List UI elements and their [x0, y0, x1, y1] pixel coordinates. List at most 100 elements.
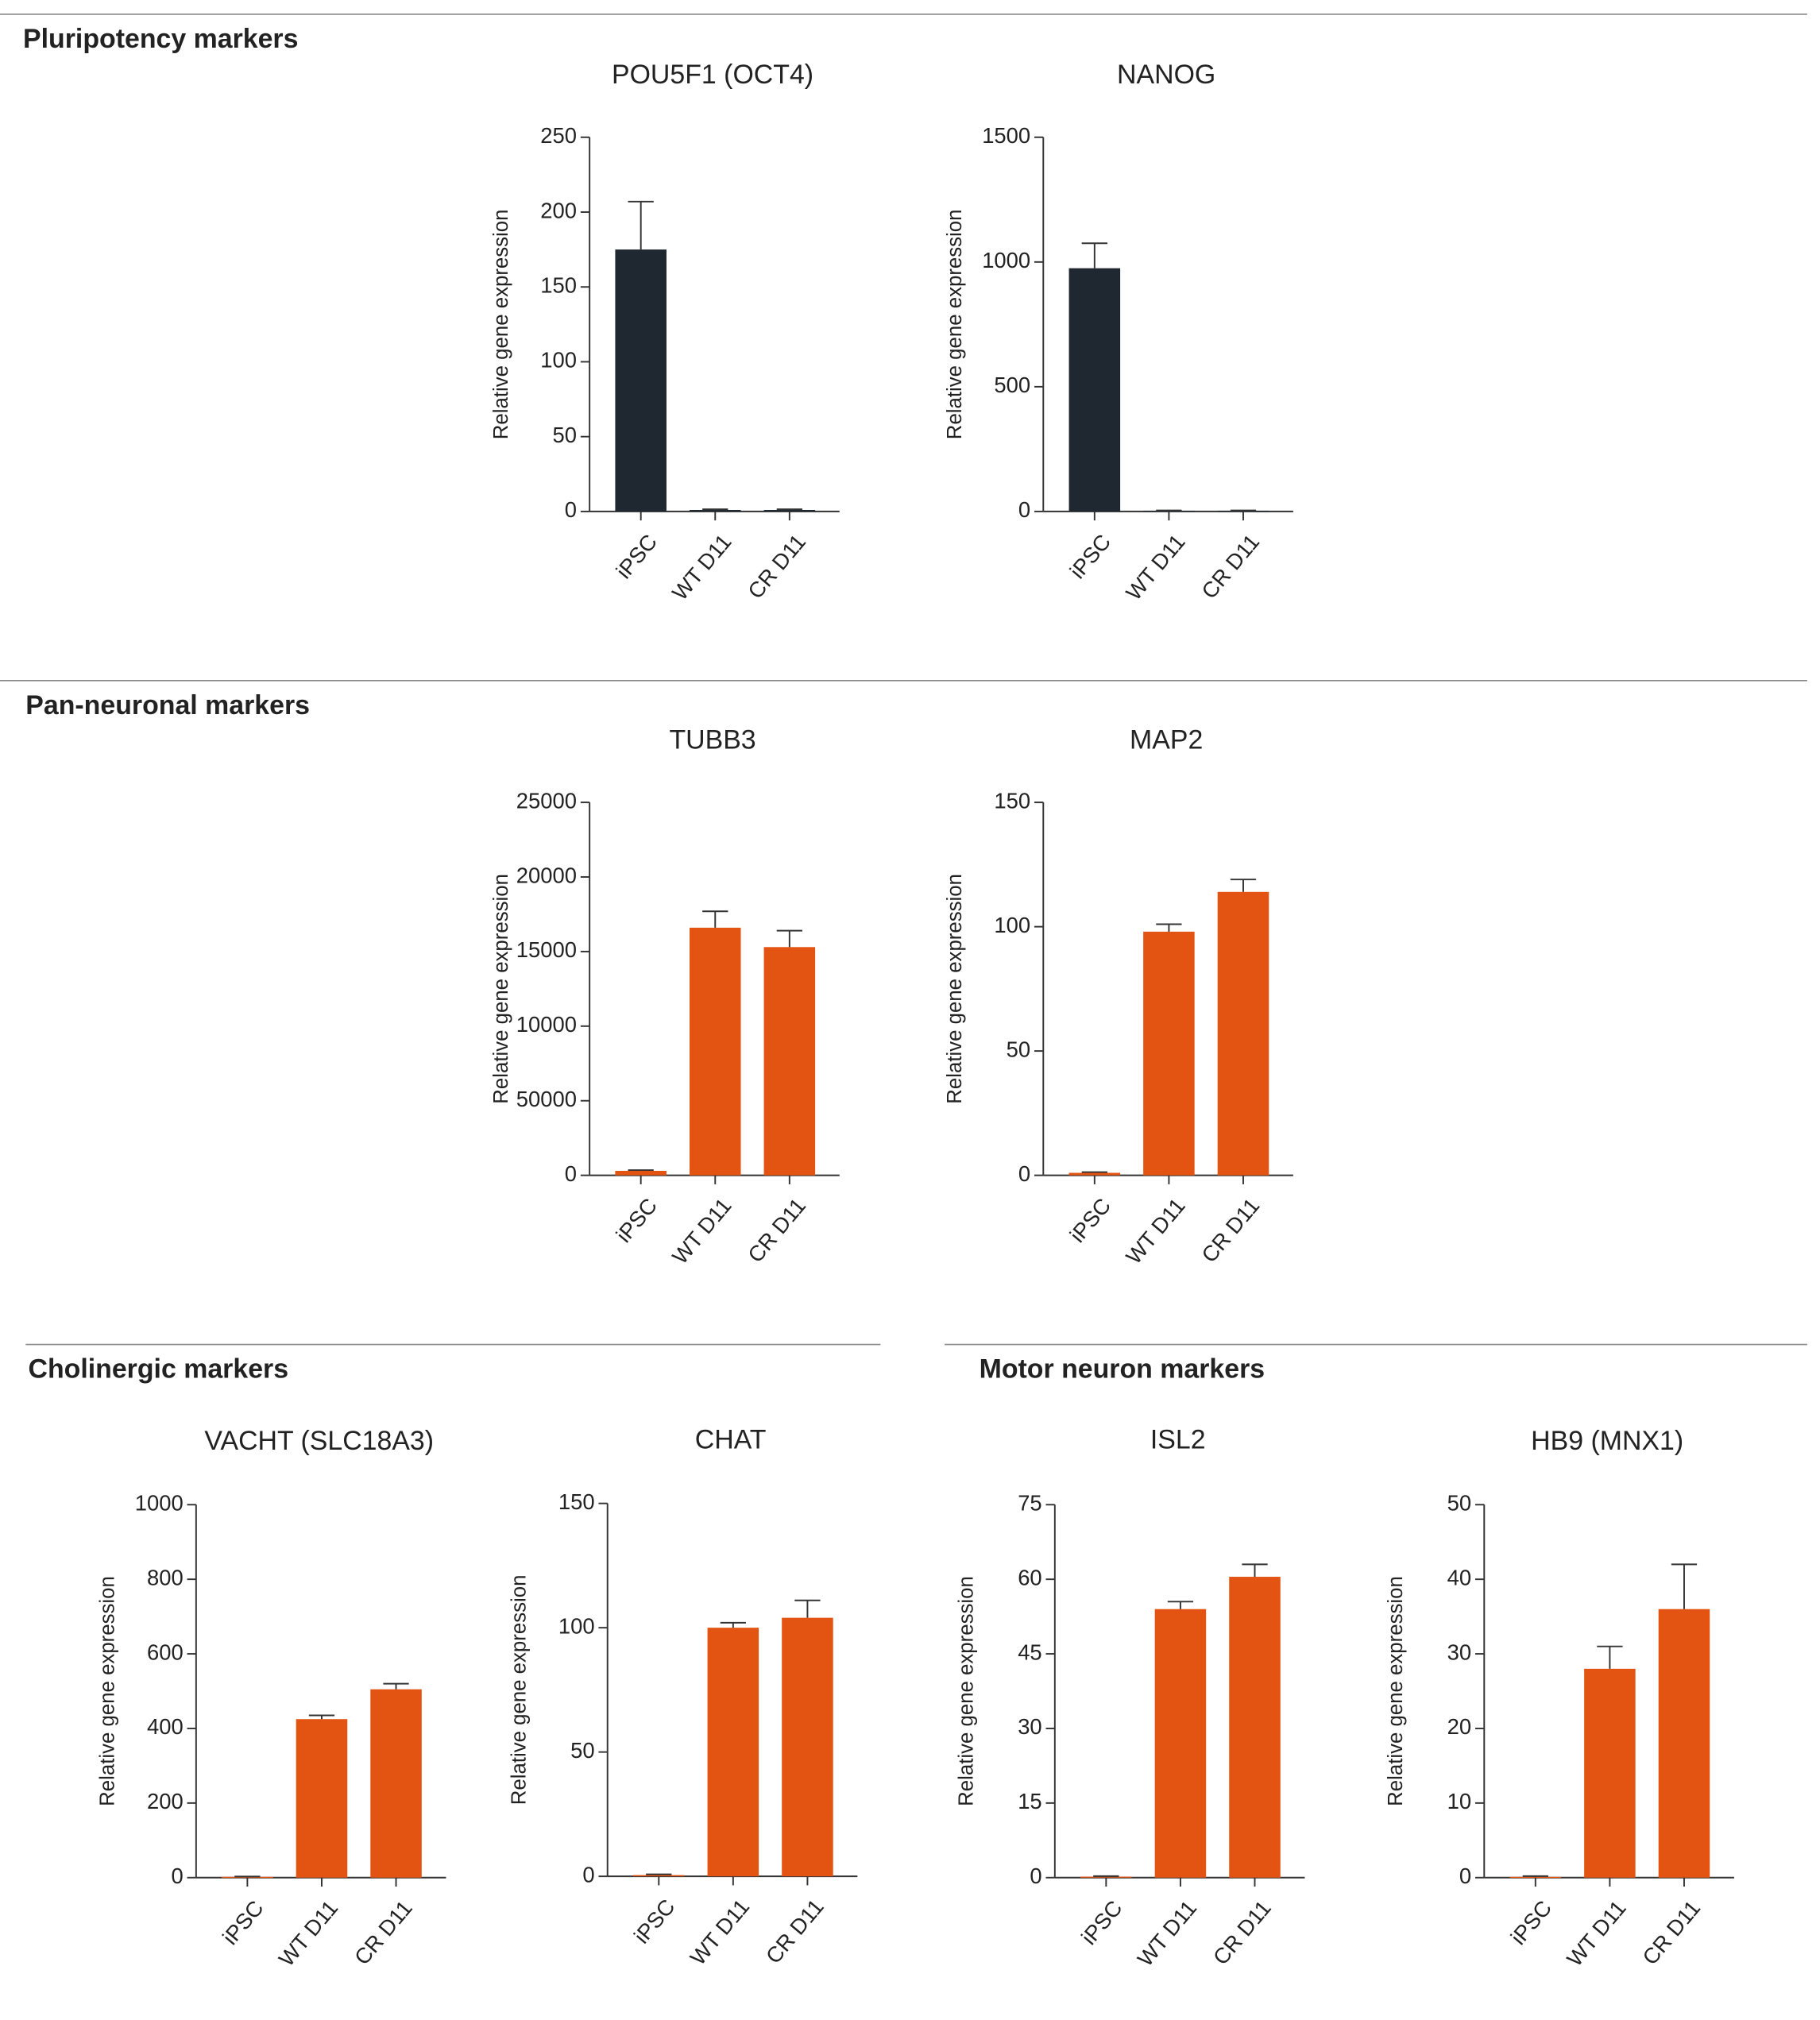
section-title: Pluripotency markers	[23, 24, 298, 54]
bar	[633, 1875, 685, 1877]
bar	[763, 947, 816, 1176]
x-tick-label: iPSC	[1076, 1895, 1127, 1949]
y-tick-label: 200	[147, 1789, 184, 1813]
bar	[1509, 1876, 1562, 1879]
y-tick-label: 50000	[516, 1087, 577, 1111]
y-axis-label: Relative gene expression	[97, 1576, 119, 1806]
y-tick-label: 0	[565, 497, 577, 522]
bar	[222, 1876, 273, 1879]
y-axis-label: Relative gene expression	[944, 209, 966, 439]
y-tick-label: 50	[570, 1738, 594, 1763]
y-tick-label: 250	[540, 123, 577, 148]
bar	[1658, 1609, 1710, 1878]
x-tick-label: WT D11	[1133, 1895, 1202, 1971]
x-tick-label: WT D11	[274, 1895, 343, 1971]
bar	[1080, 1876, 1132, 1878]
y-tick-label: 30	[1018, 1714, 1041, 1739]
bar	[1143, 931, 1195, 1176]
x-tick-label: iPSC	[1065, 529, 1115, 583]
y-tick-label: 150	[540, 272, 577, 297]
bar	[1068, 268, 1121, 512]
chart-title: MAP2	[1130, 724, 1203, 755]
y-tick-label: 20	[1447, 1714, 1471, 1739]
chart-title: POU5F1 (OCT4)	[612, 60, 813, 90]
y-axis-label: Relative gene expression	[508, 1575, 530, 1806]
bar	[1584, 1668, 1636, 1878]
y-tick-label: 0	[171, 1864, 183, 1888]
y-tick-label: 0	[565, 1161, 577, 1186]
x-tick-label: iPSC	[1065, 1193, 1115, 1247]
y-tick-label: 800	[147, 1565, 184, 1589]
x-tick-label: CR D11	[761, 1894, 829, 1968]
x-tick-label: iPSC	[1505, 1895, 1556, 1949]
x-tick-label: WT D11	[667, 1193, 736, 1269]
y-tick-label: 0	[1018, 1161, 1030, 1186]
section-title: Pan-neuronal markers	[25, 690, 310, 720]
y-tick-label: 200	[540, 198, 577, 222]
x-tick-label: CR D11	[1196, 529, 1264, 603]
x-tick-label: CR D11	[743, 529, 810, 603]
y-tick-label: 40	[1447, 1565, 1471, 1589]
x-tick-label: WT D11	[1121, 1193, 1190, 1269]
y-tick-label: 50	[1007, 1037, 1030, 1061]
bar	[1154, 1609, 1207, 1878]
y-tick-label: 150	[558, 1489, 595, 1514]
y-axis-label: Relative gene expression	[944, 874, 966, 1104]
chart-title: HB9 (MNX1)	[1531, 1426, 1683, 1456]
y-tick-label: 0	[1030, 1864, 1041, 1888]
y-tick-label: 0	[1018, 497, 1030, 522]
bar	[763, 510, 816, 512]
x-tick-label: iPSC	[629, 1894, 680, 1949]
y-tick-label: 60	[1018, 1565, 1041, 1589]
x-tick-label: CR D11	[350, 1895, 417, 1969]
x-tick-label: WT D11	[686, 1894, 755, 1970]
bar	[1217, 891, 1269, 1176]
y-tick-label: 1500	[982, 123, 1030, 148]
y-tick-label: 45	[1018, 1640, 1041, 1664]
y-tick-label: 100	[558, 1613, 595, 1638]
y-axis-label: Relative gene expression	[490, 874, 512, 1104]
bar	[1229, 1577, 1281, 1878]
y-tick-label: 1000	[135, 1491, 184, 1516]
bar	[689, 510, 741, 512]
y-tick-label: 15	[1018, 1789, 1041, 1813]
chart-title: NANOG	[1117, 60, 1215, 90]
y-axis-label: Relative gene expression	[1385, 1576, 1407, 1806]
y-tick-label: 15000	[516, 937, 577, 962]
x-tick-label: CR D11	[1208, 1895, 1276, 1969]
x-tick-label: WT D11	[1562, 1895, 1631, 1971]
y-tick-label: 600	[147, 1640, 184, 1664]
bar	[615, 249, 667, 512]
y-tick-label: 100	[994, 913, 1030, 937]
y-tick-label: 20000	[516, 863, 577, 887]
y-tick-label: 1000	[982, 248, 1030, 272]
y-tick-label: 50	[553, 423, 577, 447]
chart-title: TUBB3	[669, 724, 755, 755]
section-title: Motor neuron markers	[980, 1354, 1265, 1385]
y-tick-label: 25000	[516, 788, 577, 813]
bar	[1068, 1172, 1121, 1176]
y-tick-label: 10	[1447, 1789, 1471, 1813]
y-tick-label: 50	[1447, 1491, 1471, 1516]
bar	[370, 1689, 422, 1878]
chart-title: CHAT	[695, 1424, 767, 1454]
x-tick-label: iPSC	[611, 529, 662, 583]
x-tick-label: CR D11	[1196, 1193, 1264, 1267]
y-tick-label: 150	[994, 788, 1030, 813]
bar	[782, 1617, 833, 1877]
x-tick-label: iPSC	[218, 1895, 269, 1949]
y-tick-label: 0	[1459, 1864, 1471, 1888]
y-tick-label: 10000	[516, 1012, 577, 1037]
y-tick-label: 500	[994, 373, 1030, 397]
y-axis-label: Relative gene expression	[490, 209, 512, 439]
y-tick-label: 400	[147, 1714, 184, 1739]
section-title: Cholinergic markers	[28, 1354, 288, 1385]
chart-title: VACHT (SLC18A3)	[204, 1426, 434, 1456]
bar	[296, 1719, 348, 1878]
y-axis-label: Relative gene expression	[956, 1576, 978, 1806]
y-tick-label: 30	[1447, 1640, 1471, 1664]
y-tick-label: 100	[540, 348, 577, 373]
chart-title: ISL2	[1150, 1424, 1206, 1454]
